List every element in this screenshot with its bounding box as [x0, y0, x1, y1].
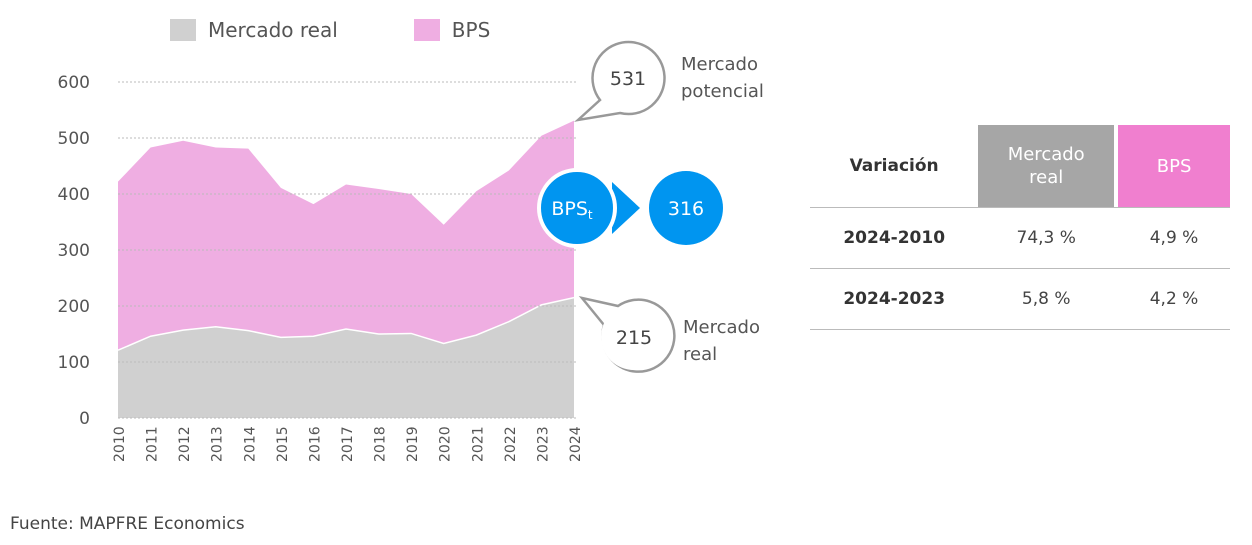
legend: Mercado real BPS — [170, 18, 490, 42]
legend-label-real: Mercado real — [208, 18, 338, 42]
row-bps: 4,2 % — [1149, 289, 1199, 309]
area-bps — [118, 120, 574, 351]
y-tick-label: 400 — [58, 185, 90, 205]
real-label: Mercado — [683, 317, 760, 338]
x-tick-label: 2017 — [340, 426, 356, 462]
y-tick-label: 300 — [58, 241, 90, 261]
y-tick-label: 600 — [58, 73, 90, 93]
arrow-icon — [612, 182, 640, 234]
y-tick-label: 0 — [79, 409, 90, 429]
area-mercado-real — [118, 297, 574, 418]
x-tick-label: 2020 — [438, 426, 454, 462]
bps-circle — [537, 168, 617, 248]
table-header: Variación Mercado real BPS — [810, 125, 1230, 208]
x-tick-label: 2018 — [373, 426, 389, 462]
x-tick-label: 2011 — [145, 426, 161, 462]
y-tick-label: 500 — [58, 129, 90, 149]
row-period: 2024-2023 — [843, 289, 946, 309]
x-tick-label: 2021 — [470, 426, 486, 462]
y-tick-label: 200 — [58, 297, 90, 317]
real-value: 215 — [616, 327, 652, 349]
x-tick-label: 2016 — [307, 426, 323, 462]
bps-circle-label: BPSt — [551, 198, 593, 222]
variation-table: Variación Mercado real BPS 2024-2010 74,… — [810, 125, 1230, 330]
x-tick-label: 2019 — [405, 426, 421, 462]
x-tick-label: 2012 — [177, 426, 193, 462]
table-row: 2024-2010 74,3 % 4,9 % — [810, 208, 1230, 269]
x-tick-label: 2013 — [210, 426, 226, 462]
table-row: 2024-2023 5,8 % 4,2 % — [810, 269, 1230, 330]
callout-real-fill — [601, 304, 667, 370]
potential-label: potencial — [681, 81, 764, 102]
x-tick-label: 2014 — [242, 426, 258, 462]
row-real: 74,3 % — [1016, 228, 1076, 248]
header-bps: BPS — [1118, 125, 1230, 207]
x-tick-label: 2023 — [535, 426, 551, 462]
real-label: real — [683, 344, 717, 365]
x-tick-label: 2024 — [568, 426, 584, 462]
row-bps: 4,9 % — [1149, 228, 1199, 248]
row-real: 5,8 % — [1021, 289, 1071, 309]
potential-value: 531 — [610, 68, 646, 90]
header-variacion: Variación — [849, 156, 939, 176]
area-chart: 0 100 200 300 400 500 600 2010 2011 2012 2013 2014 2… — [58, 40, 764, 462]
row-period: 2024-2010 — [843, 228, 946, 248]
x-tick-label: 2010 — [112, 426, 128, 462]
x-tick-label: 2022 — [503, 426, 519, 462]
callout-potencial-fill — [595, 45, 661, 111]
bps-value: 316 — [668, 198, 704, 220]
header-mercado-real: Mercado real — [978, 125, 1115, 207]
source-note: Fuente: MAPFRE Economics — [10, 514, 245, 534]
y-tick-label: 100 — [58, 353, 90, 373]
legend-label-bps: BPS — [451, 18, 491, 42]
line-mercado-real — [117, 296, 575, 351]
legend-swatch-real — [170, 19, 196, 41]
potential-label: Mercado — [681, 54, 758, 75]
bps-value-circle — [649, 171, 723, 245]
legend-swatch-bps — [413, 19, 440, 41]
x-tick-label: 2015 — [275, 426, 291, 462]
